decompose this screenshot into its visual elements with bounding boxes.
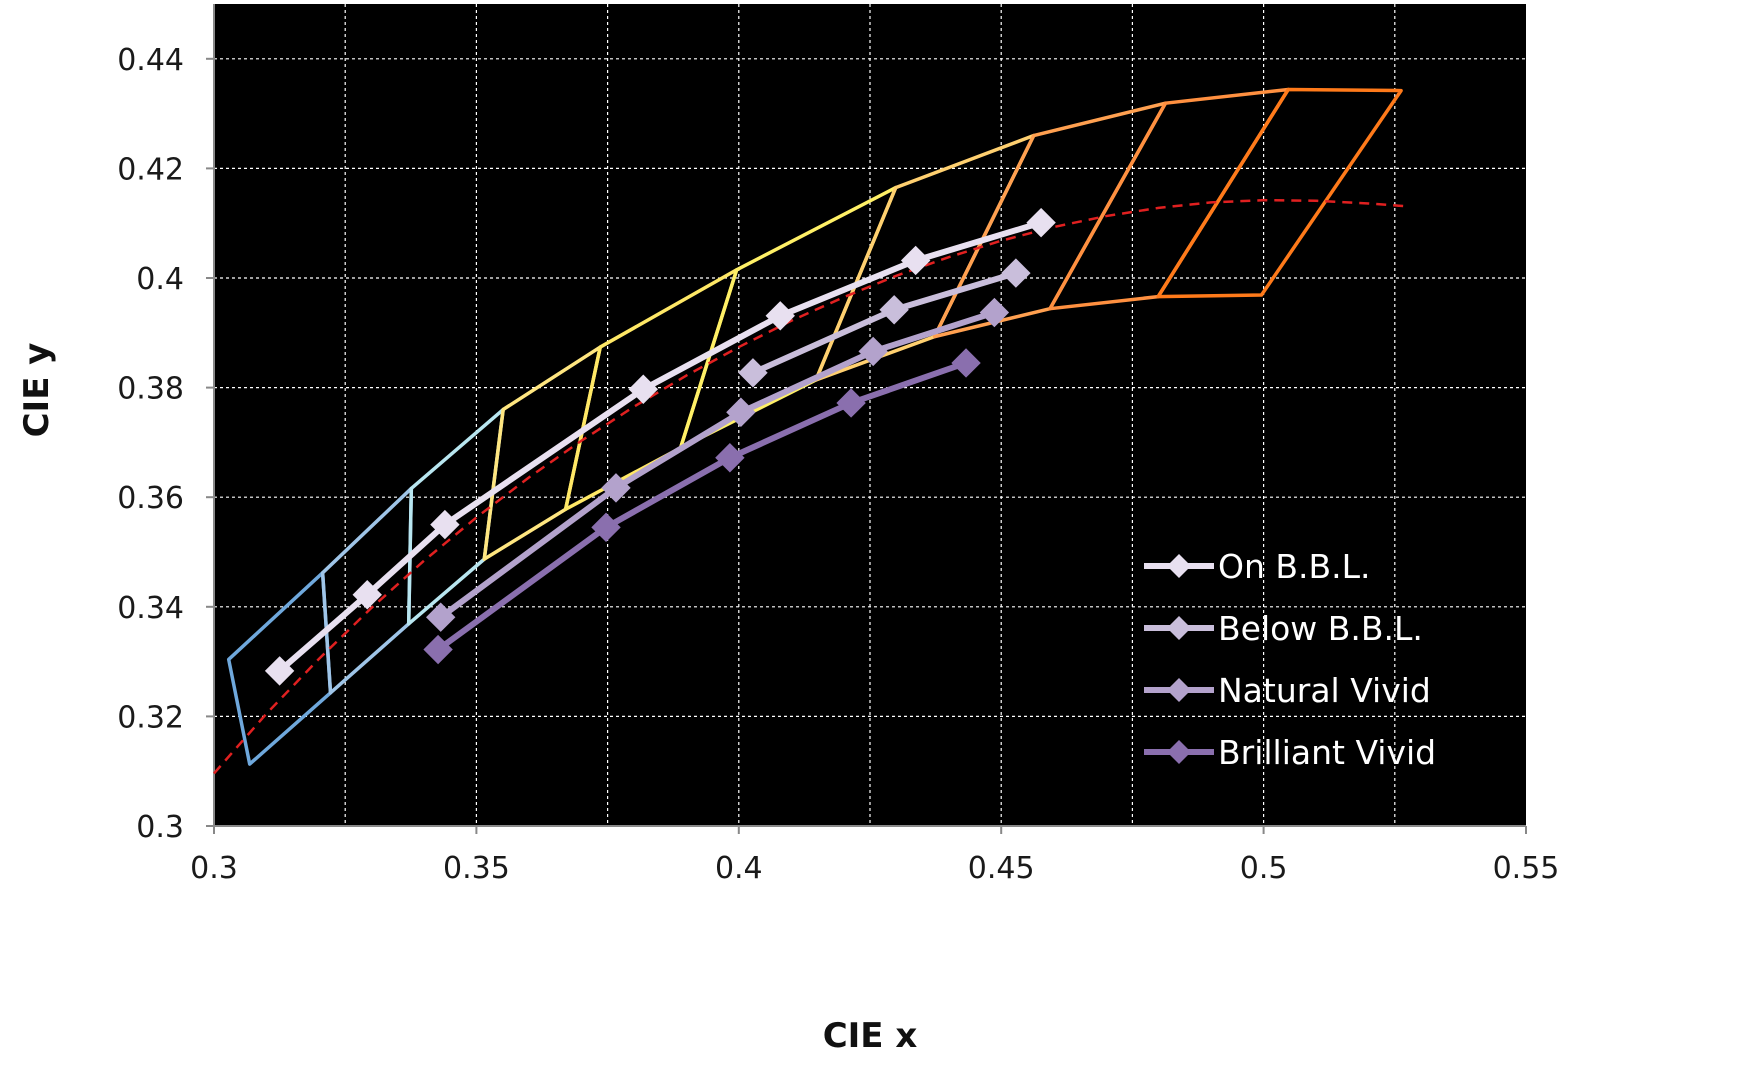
planckian-locus <box>213 198 1406 775</box>
legend-label: Below B.B.L. <box>1218 609 1423 648</box>
series <box>423 348 981 665</box>
legend-item: Natural Vivid <box>1144 671 1431 710</box>
data-point <box>1001 258 1031 288</box>
y-tick-label: 0.34 <box>117 591 184 626</box>
y-tick-label: 0.44 <box>117 43 184 78</box>
legend-item: Below B.B.L. <box>1144 609 1423 648</box>
legend-label: On B.B.L. <box>1218 547 1371 586</box>
legend-marker <box>1167 678 1191 702</box>
x-tick-label: 0.5 <box>1240 851 1288 886</box>
data-point <box>879 295 909 325</box>
data-point <box>601 473 631 503</box>
legend: On B.B.L. Below B.B.L. Natural Vivid Brilli… <box>1144 547 1436 772</box>
data-point <box>858 336 888 367</box>
quadrangle <box>1156 87 1403 299</box>
x-axis-title: CIE x <box>823 1016 918 1056</box>
tick-labels: 0.3 0.35 0.4 0.45 0.5 0.55 0.3 0.32 0.34 0.36 0.38… <box>117 43 1559 886</box>
x-tick-label: 0.3 <box>190 851 238 886</box>
legend-marker <box>1167 554 1191 578</box>
data-point <box>726 397 756 427</box>
y-tick-label: 0.38 <box>117 372 184 407</box>
data-point <box>1026 207 1056 238</box>
x-tick-label: 0.45 <box>968 851 1035 886</box>
data-point <box>979 297 1010 328</box>
data-point <box>352 580 382 610</box>
data-point <box>836 388 866 418</box>
legend-label: Natural Vivid <box>1218 671 1431 710</box>
data-point <box>765 301 795 331</box>
quadrangles <box>226 87 1403 766</box>
legend-label: Brilliant Vivid <box>1218 733 1436 772</box>
x-tick-label: 0.35 <box>443 851 510 886</box>
data-point <box>430 509 460 540</box>
series <box>264 207 1056 686</box>
data-point <box>738 358 768 388</box>
data-point <box>423 634 453 665</box>
data-point <box>426 602 456 632</box>
legend-marker <box>1167 740 1191 764</box>
data-point <box>715 443 745 473</box>
series-layer <box>264 207 1056 686</box>
y-tick-label: 0.42 <box>117 152 184 187</box>
series <box>738 258 1031 388</box>
y-tick-label: 0.4 <box>136 262 184 297</box>
y-tick-label: 0.36 <box>117 481 184 516</box>
data-point <box>951 348 981 378</box>
y-tick-label: 0.32 <box>117 700 184 735</box>
data-point <box>628 374 658 404</box>
data-point <box>900 245 931 276</box>
legend-item: On B.B.L. <box>1144 547 1371 586</box>
data-point <box>591 512 621 543</box>
legend-item: Brilliant Vivid <box>1144 733 1436 772</box>
x-tick-label: 0.4 <box>715 851 763 886</box>
y-axis-title: CIE y <box>17 343 57 438</box>
data-point <box>264 656 295 686</box>
planckian-locus-line <box>213 198 1406 775</box>
x-tick-label: 0.55 <box>1493 851 1560 886</box>
y-tick-label: 0.3 <box>136 810 184 845</box>
legend-marker <box>1167 616 1191 640</box>
series <box>426 297 1010 632</box>
